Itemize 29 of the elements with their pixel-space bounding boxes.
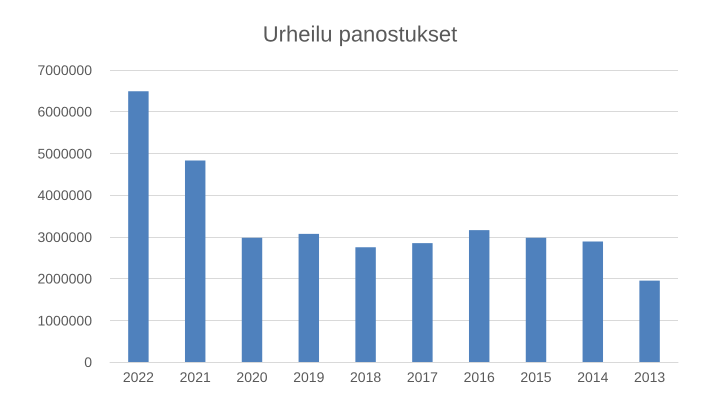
- x-tick-label: 2015: [520, 369, 552, 385]
- x-tick-label: 2017: [406, 369, 438, 385]
- y-tick-label: 1000000: [37, 312, 92, 328]
- x-tick-label: 2013: [634, 369, 666, 385]
- y-tick-label: 2000000: [37, 270, 92, 287]
- y-tick-label: 3000000: [37, 228, 92, 245]
- bar: [242, 238, 262, 362]
- bar: [526, 238, 546, 362]
- bar: [128, 91, 149, 362]
- bar: [184, 160, 206, 362]
- y-tick-label: 5000000: [37, 145, 92, 162]
- y-tick-label: 4000000: [37, 187, 92, 204]
- bar: [639, 280, 660, 362]
- x-tick-label: 2020: [236, 369, 268, 385]
- x-tick-label: 2021: [180, 369, 211, 385]
- bar: [468, 230, 490, 362]
- chart-title: Urheilu panostukset: [262, 22, 458, 46]
- y-tick-label: 0: [84, 354, 92, 370]
- x-tick-label: 2016: [464, 369, 495, 385]
- x-tick-label: 2019: [293, 369, 325, 385]
- bar: [412, 243, 433, 362]
- y-tick-label: 6000000: [37, 104, 92, 120]
- x-tick-label: 2018: [350, 369, 382, 385]
- bar: [298, 234, 320, 362]
- x-tick-label: 2022: [122, 369, 154, 385]
- bar: [355, 247, 376, 362]
- bar: [582, 241, 604, 362]
- x-tick-label: 2014: [577, 369, 609, 385]
- y-tick-label: 7000000: [37, 62, 92, 78]
